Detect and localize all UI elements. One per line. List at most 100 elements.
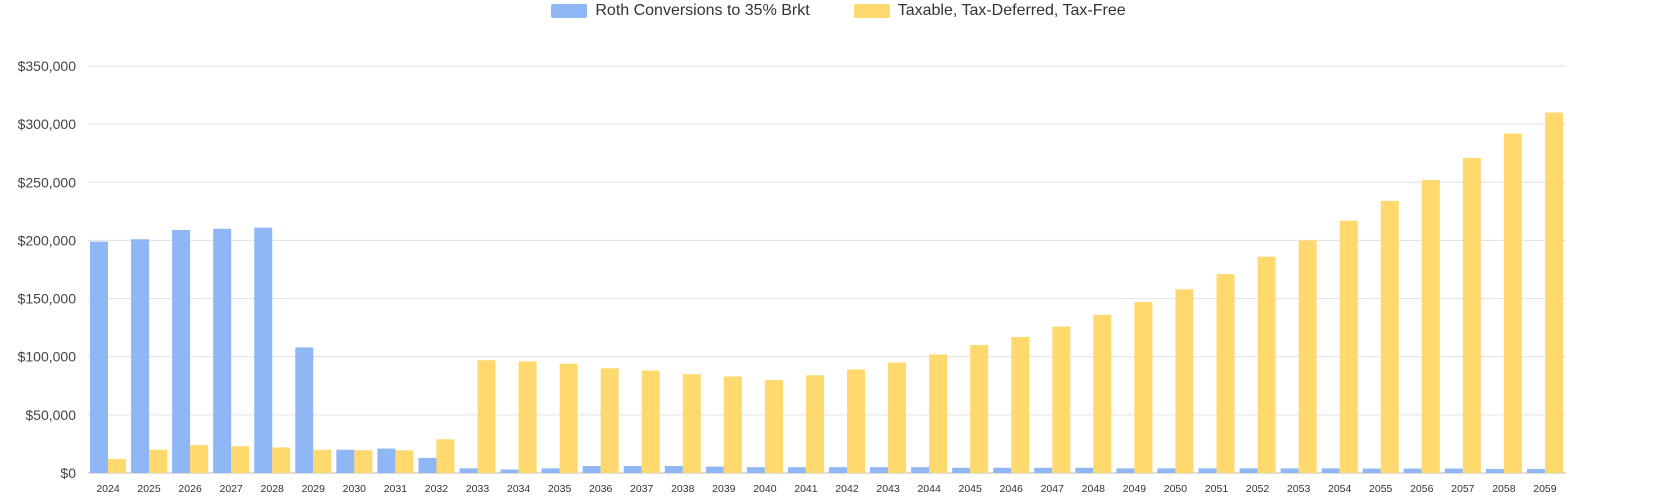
bar-taxable bbox=[682, 374, 701, 473]
bar-taxable bbox=[313, 449, 332, 473]
bar-roth bbox=[1116, 468, 1135, 473]
x-tick-label: 2031 bbox=[384, 483, 408, 495]
y-tick-label: $100,000 bbox=[18, 349, 77, 365]
x-tick-label: 2027 bbox=[219, 483, 243, 495]
legend-swatch-taxable bbox=[853, 4, 890, 18]
x-tick-label: 2054 bbox=[1328, 483, 1352, 495]
x-tick-label: 2033 bbox=[466, 483, 490, 495]
bar-roth bbox=[131, 239, 150, 473]
x-tick-label: 2046 bbox=[1000, 483, 1024, 495]
bar-roth bbox=[952, 467, 971, 473]
x-tick-label: 2028 bbox=[261, 483, 285, 495]
bar-roth bbox=[1485, 468, 1504, 473]
x-tick-label: 2030 bbox=[343, 483, 367, 495]
bar-roth bbox=[459, 468, 478, 473]
bar-taxable bbox=[108, 459, 126, 473]
bar-taxable bbox=[764, 379, 783, 473]
bar-taxable bbox=[1052, 326, 1071, 473]
legend-item-taxable[interactable]: Taxable, Tax-Deferred, Tax-Free bbox=[853, 2, 1126, 20]
x-tick-label: 2032 bbox=[425, 483, 449, 495]
bar-roth bbox=[336, 449, 355, 473]
x-tick-label: 2052 bbox=[1246, 483, 1270, 495]
bar-roth bbox=[254, 227, 273, 473]
bar-taxable bbox=[1175, 289, 1194, 473]
bar-roth bbox=[1075, 467, 1094, 473]
bar-roth bbox=[1280, 468, 1299, 473]
x-tick-label: 2047 bbox=[1041, 483, 1065, 495]
legend-item-roth[interactable]: Roth Conversions to 35% Brkt bbox=[551, 2, 810, 20]
bar-roth bbox=[172, 229, 191, 473]
bar-roth bbox=[500, 469, 519, 473]
bar-taxable bbox=[354, 450, 373, 473]
y-tick-label: $250,000 bbox=[18, 174, 77, 190]
x-tick-label: 2025 bbox=[137, 483, 161, 495]
bar-roth bbox=[377, 448, 396, 473]
x-tick-label: 2040 bbox=[753, 483, 777, 495]
bar-taxable bbox=[190, 445, 209, 473]
bar-taxable bbox=[929, 354, 948, 473]
x-tick-label: 2058 bbox=[1492, 483, 1516, 495]
bar-roth bbox=[541, 468, 560, 473]
bar-taxable bbox=[272, 447, 291, 473]
bar-taxable bbox=[1421, 179, 1440, 473]
bar-roth bbox=[1239, 468, 1258, 473]
x-tick-label: 2053 bbox=[1287, 483, 1311, 495]
x-tick-label: 2044 bbox=[917, 483, 941, 495]
bar-taxable bbox=[600, 368, 619, 473]
x-tick-label: 2059 bbox=[1533, 483, 1557, 495]
bar-taxable bbox=[1503, 133, 1522, 473]
bar-taxable bbox=[847, 369, 865, 473]
bar-taxable bbox=[1544, 112, 1563, 473]
bar-taxable bbox=[888, 362, 907, 473]
legend: Roth Conversions to 35% Brkt Taxable, Ta… bbox=[0, 0, 1677, 22]
bar-roth bbox=[1526, 468, 1545, 473]
bar-roth bbox=[1362, 468, 1381, 473]
bar-roth bbox=[787, 467, 806, 473]
bar-roth bbox=[582, 466, 601, 473]
bar-taxable bbox=[436, 439, 455, 473]
x-tick-label: 2034 bbox=[507, 483, 531, 495]
x-tick-label: 2055 bbox=[1369, 483, 1393, 495]
bar-roth bbox=[705, 466, 724, 473]
x-tick-label: 2037 bbox=[630, 483, 654, 495]
x-tick-label: 2035 bbox=[548, 483, 572, 495]
y-tick-label: $150,000 bbox=[18, 291, 77, 307]
x-tick-label: 2024 bbox=[96, 483, 120, 495]
x-tick-label: 2039 bbox=[712, 483, 736, 495]
bar-taxable bbox=[559, 363, 578, 473]
legend-label-roth: Roth Conversions to 35% Brkt bbox=[595, 2, 810, 19]
x-tick-label: 2042 bbox=[835, 483, 859, 495]
bar-roth bbox=[418, 457, 437, 473]
y-tick-label: $300,000 bbox=[18, 116, 77, 132]
x-tick-label: 2049 bbox=[1123, 483, 1147, 495]
bar-taxable bbox=[518, 361, 537, 473]
bar-roth bbox=[746, 467, 765, 473]
bar-taxable bbox=[1462, 157, 1481, 473]
y-tick-label: $200,000 bbox=[18, 232, 77, 248]
bar-taxable bbox=[970, 345, 989, 473]
x-tick-label: 2048 bbox=[1082, 483, 1106, 495]
bar-roth bbox=[1198, 468, 1217, 473]
bar-roth bbox=[870, 467, 889, 473]
bar-roth bbox=[90, 241, 108, 473]
bar-roth bbox=[1321, 468, 1340, 473]
bar-taxable bbox=[805, 375, 824, 473]
bar-roth bbox=[1157, 468, 1176, 473]
legend-swatch-roth bbox=[551, 4, 588, 18]
x-tick-label: 2029 bbox=[302, 483, 326, 495]
bar-taxable bbox=[1093, 314, 1112, 473]
x-tick-label: 2051 bbox=[1205, 483, 1229, 495]
bar-roth bbox=[1403, 468, 1422, 473]
bar-taxable bbox=[1298, 240, 1317, 473]
bar-roth bbox=[829, 467, 847, 473]
x-tick-label: 2045 bbox=[958, 483, 982, 495]
bar-taxable bbox=[1011, 336, 1030, 473]
bar-taxable bbox=[1134, 302, 1153, 473]
x-tick-label: 2050 bbox=[1164, 483, 1188, 495]
bar-taxable bbox=[1339, 220, 1358, 473]
x-tick-label: 2026 bbox=[178, 483, 202, 495]
bar-taxable bbox=[1257, 256, 1276, 473]
bar-roth bbox=[623, 466, 642, 473]
x-tick-label: 2041 bbox=[794, 483, 818, 495]
